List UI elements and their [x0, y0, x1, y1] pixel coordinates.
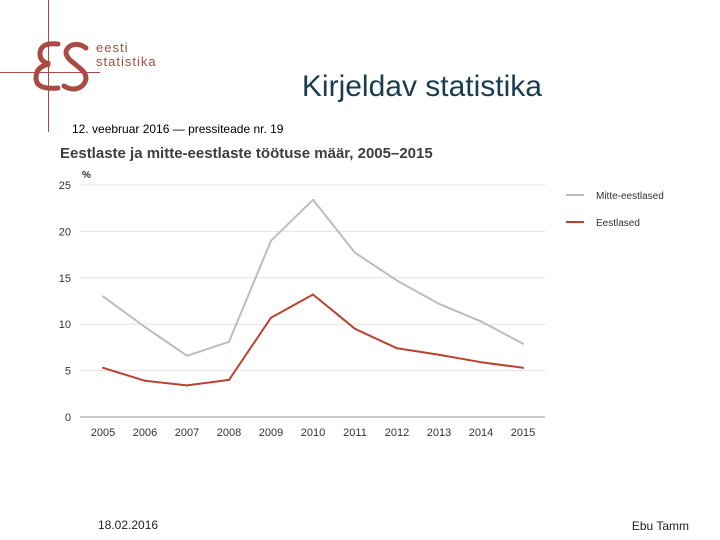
data-point	[396, 279, 398, 282]
data-point	[354, 251, 356, 254]
x-tick-label: 2007	[175, 427, 199, 439]
data-point	[312, 198, 314, 201]
chart-title: Eestlaste ja mitte-eestlaste töötuse mää…	[60, 145, 433, 162]
statistics-estonia-logo-icon	[33, 41, 89, 92]
y-tick-label: 20	[59, 226, 71, 238]
data-point	[354, 327, 356, 330]
y-axis-label: %	[82, 170, 91, 181]
data-point	[144, 325, 146, 328]
logo-line-2: statistika	[96, 54, 157, 69]
data-point	[480, 320, 482, 323]
y-tick-label: 15	[59, 273, 71, 285]
y-tick-label: 0	[65, 412, 71, 424]
x-tick-label: 2006	[133, 427, 157, 439]
data-point	[480, 361, 482, 364]
x-tick-label: 2015	[511, 427, 535, 439]
grid-layer	[80, 184, 545, 418]
data-point	[312, 293, 314, 296]
data-point	[228, 340, 230, 343]
decorative-horizontal-line	[0, 72, 100, 73]
legend-label-2: Eestlased	[596, 218, 640, 229]
data-point	[438, 302, 440, 305]
data-point	[396, 347, 398, 350]
data-point	[522, 366, 524, 369]
data-point	[102, 366, 104, 369]
slide-title: Kirjeldav statistika	[301, 70, 542, 103]
data-point	[270, 316, 272, 319]
data-point	[186, 354, 188, 357]
x-tick-label: 2010	[301, 427, 325, 439]
data-point	[438, 353, 440, 356]
x-tick-label: 2011	[343, 427, 367, 439]
legend-layer: Mitte-eestlased Eestlased	[566, 191, 664, 229]
x-tick-label: 2008	[217, 427, 241, 439]
logo-wordmark: eesti statistika	[96, 41, 157, 69]
data-point	[522, 342, 524, 345]
footer-date: 18.02.2016	[98, 518, 159, 532]
press-release-subtitle: 12. veebruar 2016 — pressiteade nr. 19	[72, 122, 284, 136]
data-point	[102, 295, 104, 298]
y-tick-label: 5	[65, 366, 71, 378]
series-line-2	[102, 293, 524, 387]
series-layer	[102, 198, 524, 387]
y-tick-label: 25	[59, 180, 71, 192]
data-point	[270, 239, 272, 242]
legend-label-1: Mitte-eestlased	[596, 191, 664, 202]
x-tick-label: 2012	[385, 427, 409, 439]
axis-layer: 0 5 10 15 20 25% 2005 2006 2007 2008 2009 2010 2011 2…	[59, 170, 535, 439]
x-tick-label: 2005	[91, 427, 115, 439]
x-tick-label: 2014	[469, 427, 493, 439]
x-tick-label: 2013	[427, 427, 451, 439]
x-tick-label: 2009	[259, 427, 283, 439]
data-point	[186, 384, 188, 387]
data-point	[144, 379, 146, 382]
y-tick-label: 10	[59, 319, 71, 331]
footer-author: Ebu Tamm	[631, 519, 689, 533]
logo-line-1: eesti	[96, 40, 129, 55]
data-point	[228, 378, 230, 381]
